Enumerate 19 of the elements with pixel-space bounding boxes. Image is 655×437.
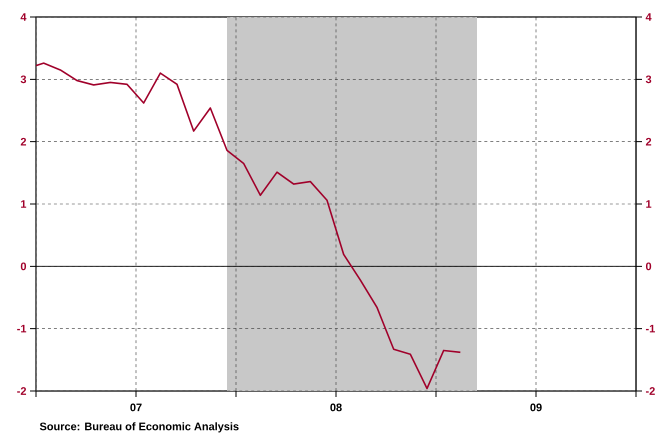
y2-tick-label: 3 (646, 75, 652, 84)
y2-tick-label: -1 (646, 324, 655, 332)
source-note: Source: Bureau of Economic Analysis (40, 422, 239, 432)
x-tick-label: 09 (530, 404, 542, 412)
y2-tick-label: 1 (646, 200, 652, 208)
y-tick-label: 0 (20, 262, 26, 270)
y-tick-label: -2 (17, 387, 26, 395)
y-tick-label: 4 (20, 13, 26, 21)
y-tick-label: 2 (20, 138, 26, 146)
y2-tick-label: 2 (646, 138, 652, 146)
y-tick-label: 3 (20, 75, 26, 84)
x-tick-label: 08 (330, 404, 342, 412)
y2-tick-label: 4 (646, 13, 652, 21)
y-tick-label: -1 (17, 324, 26, 332)
y-tick-label: 1 (21, 200, 26, 208)
x-tick-label: 07 (130, 404, 142, 412)
line-series (36, 62, 462, 390)
y2-tick-label: -2 (646, 387, 655, 395)
y2-tick-label: 0 (646, 262, 652, 270)
